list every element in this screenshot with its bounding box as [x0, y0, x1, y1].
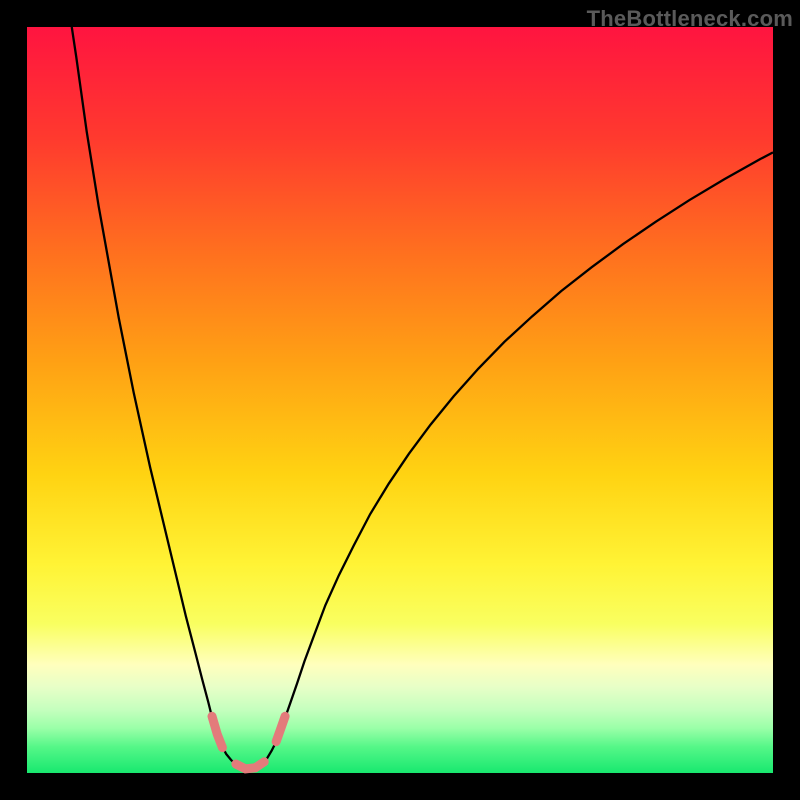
watermark-text: TheBottleneck.com	[587, 6, 793, 32]
chart-svg	[0, 0, 800, 800]
plot-background	[27, 27, 773, 773]
chart-frame	[0, 0, 800, 800]
